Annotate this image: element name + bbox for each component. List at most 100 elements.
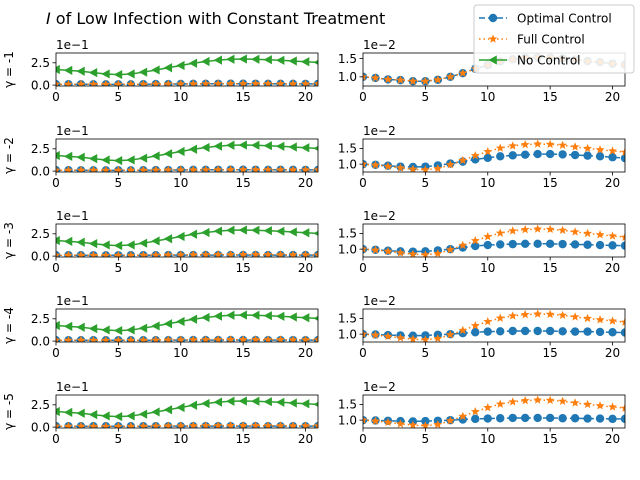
data-point: [138, 421, 148, 428]
data-point: [545, 139, 555, 149]
data-point: [470, 321, 480, 330]
data-point: [301, 79, 310, 86]
data-point: [188, 79, 198, 86]
x-tick-label: 0: [52, 432, 60, 446]
data-point: [56, 64, 60, 75]
data-point: [433, 75, 443, 84]
data-point: [188, 400, 198, 410]
data-point: [76, 237, 85, 247]
data-point: [396, 333, 405, 342]
data-point: [608, 153, 617, 162]
axes-frame: [362, 394, 626, 429]
data-point: [101, 250, 111, 257]
x-tick-label: 10: [173, 176, 188, 190]
data-point: [508, 141, 518, 150]
data-point: [620, 153, 625, 163]
series-line: [56, 424, 318, 428]
data-point: [458, 155, 468, 165]
data-point: [288, 227, 297, 237]
data-point: [89, 421, 98, 428]
data-point: [620, 328, 625, 337]
data-point: [88, 239, 98, 249]
legend-item: Full Control: [479, 32, 585, 46]
x-tick-label: 15: [236, 90, 251, 104]
x-tick-label: 10: [480, 346, 495, 360]
data-point: [445, 416, 455, 425]
data-point: [226, 54, 235, 64]
data-point: [201, 421, 211, 428]
data-point: [163, 149, 173, 159]
series-star: [363, 309, 625, 342]
data-point: [558, 310, 567, 320]
series-triangle-left: [56, 54, 318, 80]
data-point: [313, 421, 318, 428]
data-point: [275, 397, 285, 407]
data-point: [151, 335, 161, 342]
data-point: [275, 141, 285, 151]
data-point: [520, 140, 530, 149]
data-point: [76, 322, 85, 332]
data-point: [508, 397, 518, 406]
data-point: [371, 416, 380, 425]
data-point: [558, 327, 567, 336]
legend-item: Optimal Control: [479, 11, 612, 25]
data-point: [583, 414, 592, 423]
data-point: [213, 421, 223, 428]
data-point: [126, 155, 135, 165]
y-tick-label: 1.5: [338, 398, 357, 412]
y-tick-label: 2.5: [31, 312, 50, 326]
data-point: [520, 239, 530, 248]
legend-swatch-marker: [488, 34, 498, 43]
data-point: [421, 76, 430, 85]
data-point: [533, 395, 543, 404]
data-point: [520, 225, 530, 234]
series-line: [56, 169, 318, 172]
data-point: [396, 163, 405, 172]
axes-frame: [55, 308, 319, 343]
subplot-r5-c2: 0 5 10 15 20 1.01.5 1e−2: [338, 380, 626, 446]
y-offset-label: 1e−2: [363, 380, 396, 394]
data-point: [251, 140, 260, 150]
data-point: [226, 140, 235, 150]
data-point: [595, 327, 605, 337]
legend-item: No Control: [479, 53, 581, 67]
data-point: [433, 419, 443, 428]
y-tick-label: 0.0: [31, 78, 50, 92]
data-point: [176, 146, 185, 157]
series-star: [56, 79, 318, 86]
data-point: [56, 421, 61, 428]
data-point: [126, 240, 135, 250]
data-point: [56, 150, 60, 161]
x-tick-label: 10: [480, 176, 495, 190]
data-point: [396, 419, 405, 428]
data-point: [300, 313, 310, 323]
data-point: [238, 396, 247, 406]
y-tick-label: 0.0: [31, 420, 50, 434]
data-point: [201, 335, 211, 342]
data-point: [226, 335, 236, 342]
data-point: [101, 335, 111, 342]
data-point: [520, 413, 530, 423]
data-point: [226, 79, 236, 86]
data-point: [301, 250, 310, 257]
data-point: [396, 75, 405, 84]
data-point: [64, 165, 73, 172]
data-point: [238, 335, 248, 342]
x-tick-label: 15: [543, 176, 558, 190]
data-point: [620, 147, 625, 156]
data-point: [188, 165, 198, 172]
series-line: [56, 144, 318, 162]
data-point: [63, 407, 73, 417]
data-point: [595, 401, 605, 410]
figure-title: I of Low Infection with Constant Treatme…: [46, 9, 385, 28]
data-point: [288, 165, 298, 172]
data-point: [226, 225, 235, 235]
data-point: [408, 76, 418, 85]
data-point: [213, 335, 223, 342]
series-line: [56, 400, 318, 418]
x-tick-label: 20: [298, 176, 313, 190]
x-tick-label: 15: [543, 432, 558, 446]
data-point: [188, 421, 198, 428]
data-point: [188, 250, 198, 257]
data-point: [483, 414, 492, 423]
